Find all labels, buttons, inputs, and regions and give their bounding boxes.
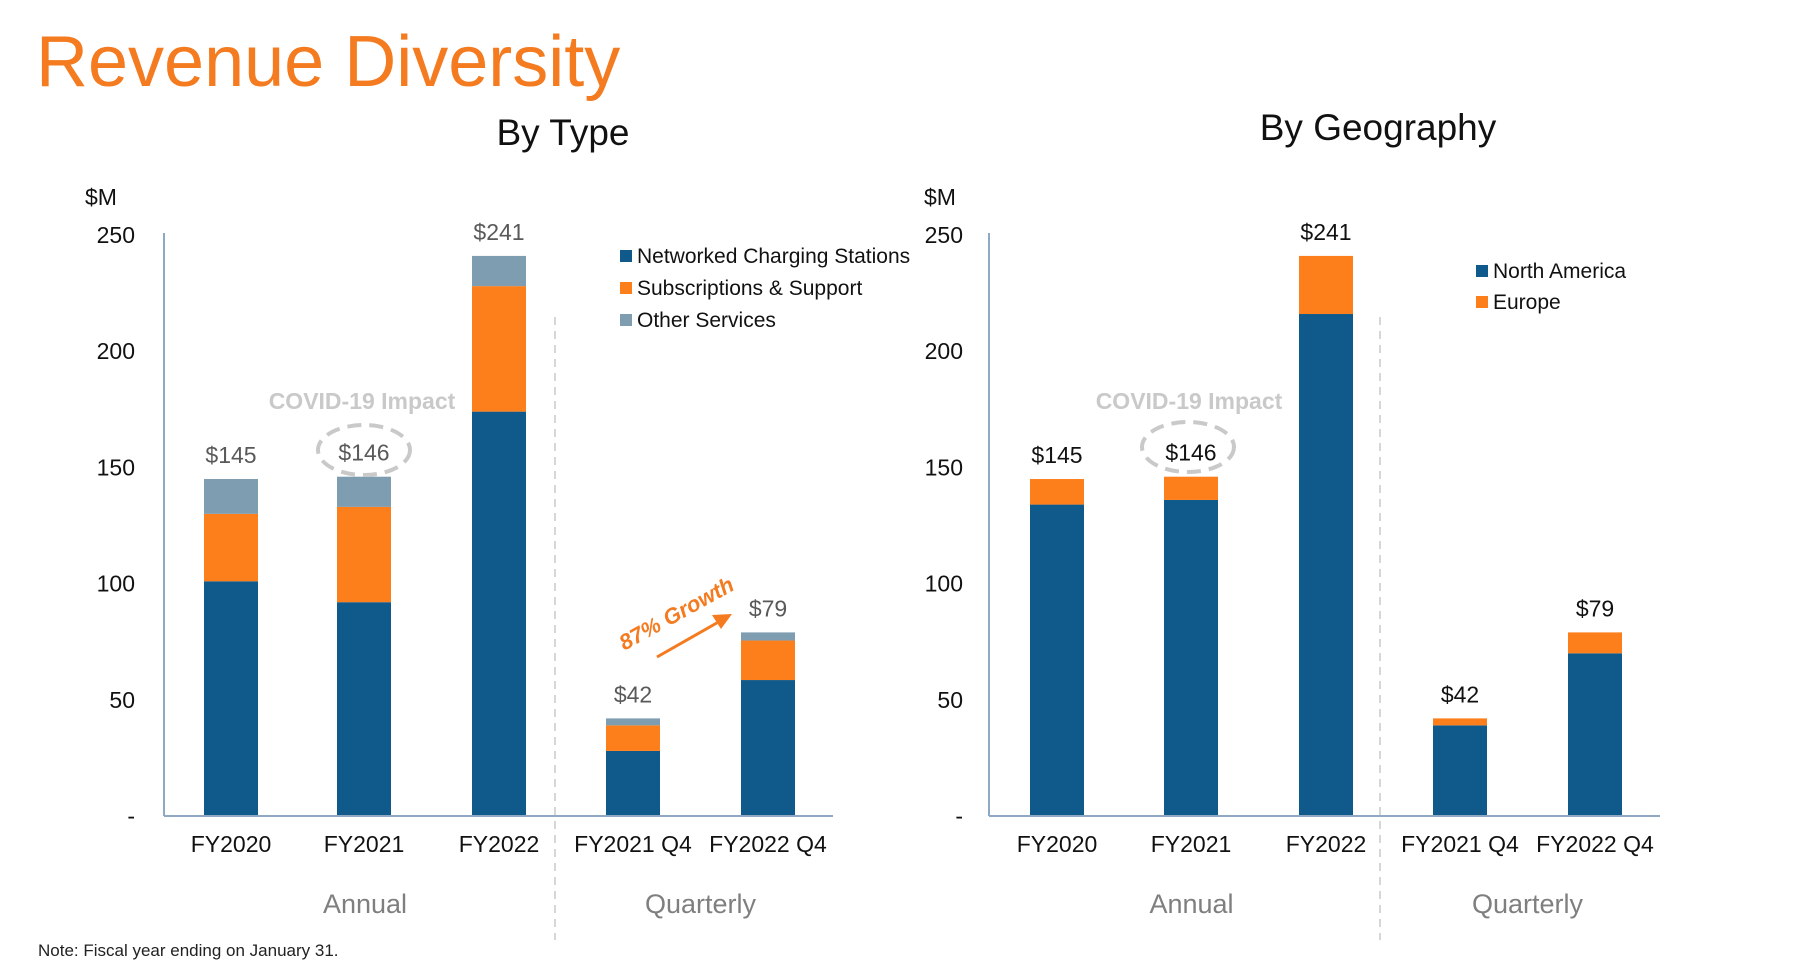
group-label-annual: Annual: [323, 889, 407, 919]
bar-total-label: $145: [1031, 442, 1082, 468]
y-tick-label: 250: [925, 222, 963, 248]
bar-segment: [741, 640, 795, 681]
bar-segment: [337, 506, 391, 603]
covid-impact-annotation: COVID-19 Impact: [269, 388, 456, 414]
bar-segment: [1299, 314, 1353, 816]
x-tick-label: FY2022: [459, 831, 540, 857]
legend-label: Subscriptions & Support: [637, 277, 862, 300]
bar-total-label: $241: [1300, 219, 1351, 245]
legend-label: North America: [1493, 260, 1626, 283]
bar-segment: [1030, 479, 1084, 505]
y-axis-label: $M: [85, 184, 117, 210]
y-tick-label: 100: [97, 571, 135, 597]
bar-total-label: $79: [1576, 595, 1614, 621]
bar-segment: [1164, 499, 1218, 816]
x-tick-label: FY2021 Q4: [574, 831, 692, 857]
y-tick-label: 100: [925, 571, 963, 597]
bar-segment: [204, 581, 258, 816]
legend-label: Other Services: [637, 309, 776, 332]
group-label-annual: Annual: [1149, 889, 1233, 919]
growth-arrow: [656, 618, 723, 659]
bar-segment: [1568, 653, 1622, 816]
bar-segment: [606, 718, 660, 726]
bar-total-label: $42: [614, 681, 652, 707]
y-tick-label: 150: [97, 454, 135, 480]
x-tick-label: FY2022: [1286, 831, 1367, 857]
y-tick-label: -: [955, 803, 963, 829]
x-tick-label: FY2021 Q4: [1401, 831, 1519, 857]
legend-swatch: [1476, 265, 1488, 277]
x-tick-label: FY2020: [191, 831, 272, 857]
y-tick-label: 200: [97, 338, 135, 364]
bar-total-label: $241: [473, 219, 524, 245]
y-tick-label: 200: [925, 338, 963, 364]
chart-by-type: By Type $M - 50 100 150 200 250 $145 FY2020 $146 FY…: [85, 112, 910, 940]
legend-swatch: [620, 282, 632, 294]
y-tick-label: -: [127, 803, 135, 829]
bar-segment: [741, 632, 795, 641]
covid-impact-annotation: COVID-19 Impact: [1096, 388, 1283, 414]
bar-segment: [606, 725, 660, 751]
bar-segment: [741, 680, 795, 816]
bar-segment: [1030, 504, 1084, 816]
legend-label: Europe: [1493, 291, 1561, 314]
legend-swatch: [1476, 296, 1488, 308]
bar-segment: [1433, 725, 1487, 816]
footnote: Note: Fiscal year ending on January 31.: [38, 941, 339, 960]
y-axis-label: $M: [924, 184, 956, 210]
group-label-quarterly: Quarterly: [645, 889, 757, 919]
y-tick-label: 250: [97, 222, 135, 248]
bar-segment: [337, 602, 391, 816]
slide-title: Revenue Diversity: [36, 22, 620, 102]
growth-arrow-head: [712, 614, 732, 629]
x-tick-label: FY2022 Q4: [1536, 831, 1654, 857]
bar-segment: [606, 750, 660, 816]
x-tick-label: FY2022 Q4: [709, 831, 827, 857]
legend-swatch: [620, 314, 632, 326]
covid-highlight-ellipse: [316, 423, 412, 477]
bar-total-label: $146: [1165, 440, 1216, 466]
chart-by-geography: By Geography $M - 50 100 150 200 250 $145 FY2020 $…: [924, 107, 1660, 940]
y-tick-label: 50: [109, 687, 135, 713]
y-tick-label: 150: [925, 454, 963, 480]
chart-title: By Geography: [1260, 107, 1497, 148]
bar-total-label: $42: [1441, 681, 1479, 707]
legend-label: Networked Charging Stations: [637, 245, 910, 268]
bar-segment: [472, 286, 526, 412]
chart-title: By Type: [496, 112, 629, 153]
x-tick-label: FY2021: [1151, 831, 1232, 857]
bar-total-label: $146: [338, 440, 389, 466]
bar-segment: [204, 513, 258, 582]
covid-highlight-ellipse: [1140, 420, 1236, 474]
bar-total-label: $79: [749, 595, 787, 621]
bar-segment: [472, 411, 526, 816]
x-tick-label: FY2020: [1017, 831, 1098, 857]
bar-segment: [472, 255, 526, 287]
bar-segment: [1299, 255, 1353, 315]
bar-total-label: $145: [205, 442, 256, 468]
growth-annotation: 87% Growth: [615, 572, 738, 656]
bar-segment: [337, 476, 391, 507]
bar-segment: [204, 479, 258, 514]
y-tick-label: 50: [937, 687, 963, 713]
group-label-quarterly: Quarterly: [1472, 889, 1584, 919]
x-tick-label: FY2021: [324, 831, 405, 857]
bar-segment: [1164, 476, 1218, 500]
bar-segment: [1433, 718, 1487, 726]
bar-segment: [1568, 632, 1622, 654]
legend-swatch: [620, 250, 632, 262]
